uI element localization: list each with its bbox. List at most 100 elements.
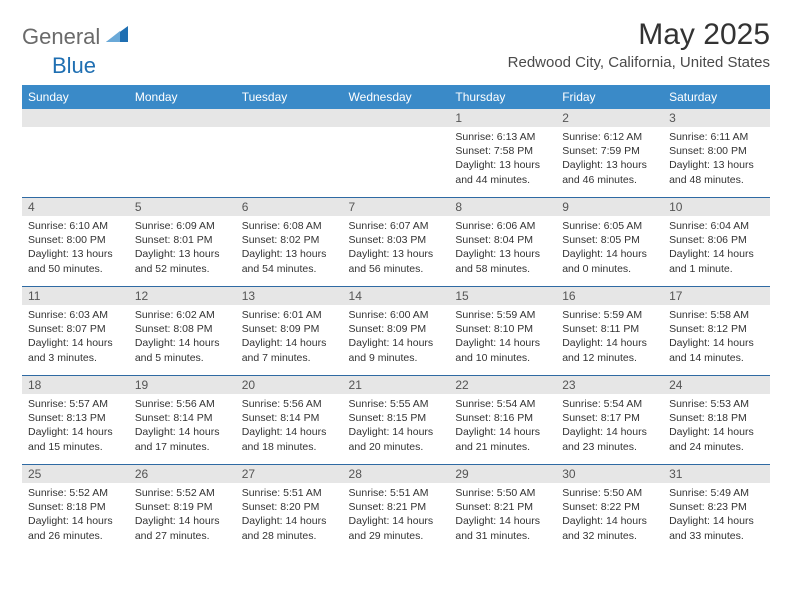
day-details: Sunrise: 6:08 AMSunset: 8:02 PMDaylight:…: [236, 216, 343, 280]
sunset-line: Sunset: 8:14 PM: [135, 411, 230, 425]
sunrise-line: Sunrise: 5:57 AM: [28, 397, 123, 411]
sunset-line: Sunset: 8:21 PM: [349, 500, 444, 514]
day-details: Sunrise: 6:01 AMSunset: 8:09 PMDaylight:…: [236, 305, 343, 369]
daylight-line: Daylight: 14 hours and 7 minutes.: [242, 336, 337, 364]
calendar-cell: 23Sunrise: 5:54 AMSunset: 8:17 PMDayligh…: [556, 376, 663, 465]
sunrise-line: Sunrise: 6:08 AM: [242, 219, 337, 233]
weekday-header: Tuesday: [236, 85, 343, 109]
calendar-cell: 18Sunrise: 5:57 AMSunset: 8:13 PMDayligh…: [22, 376, 129, 465]
day-details: Sunrise: 5:59 AMSunset: 8:11 PMDaylight:…: [556, 305, 663, 369]
sunrise-line: Sunrise: 5:54 AM: [455, 397, 550, 411]
day-number: 13: [236, 287, 343, 305]
day-details: Sunrise: 5:50 AMSunset: 8:22 PMDaylight:…: [556, 483, 663, 547]
calendar-body: 1Sunrise: 6:13 AMSunset: 7:58 PMDaylight…: [22, 109, 770, 553]
daylight-line: Daylight: 14 hours and 28 minutes.: [242, 514, 337, 542]
calendar-cell: 28Sunrise: 5:51 AMSunset: 8:21 PMDayligh…: [343, 465, 450, 554]
day-number: 16: [556, 287, 663, 305]
sunset-line: Sunset: 8:14 PM: [242, 411, 337, 425]
sunset-line: Sunset: 8:16 PM: [455, 411, 550, 425]
sunset-line: Sunset: 8:06 PM: [669, 233, 764, 247]
daylight-line: Daylight: 14 hours and 14 minutes.: [669, 336, 764, 364]
weekday-header: Friday: [556, 85, 663, 109]
sunrise-line: Sunrise: 5:58 AM: [669, 308, 764, 322]
sunrise-line: Sunrise: 6:00 AM: [349, 308, 444, 322]
day-number: 20: [236, 376, 343, 394]
calendar-cell: 30Sunrise: 5:50 AMSunset: 8:22 PMDayligh…: [556, 465, 663, 554]
day-details: Sunrise: 5:55 AMSunset: 8:15 PMDaylight:…: [343, 394, 450, 458]
day-number: 3: [663, 109, 770, 127]
calendar-cell: 24Sunrise: 5:53 AMSunset: 8:18 PMDayligh…: [663, 376, 770, 465]
sunset-line: Sunset: 8:13 PM: [28, 411, 123, 425]
day-details: Sunrise: 6:02 AMSunset: 8:08 PMDaylight:…: [129, 305, 236, 369]
sunset-line: Sunset: 8:12 PM: [669, 322, 764, 336]
calendar-cell: 4Sunrise: 6:10 AMSunset: 8:00 PMDaylight…: [22, 198, 129, 287]
daylight-line: Daylight: 14 hours and 17 minutes.: [135, 425, 230, 453]
calendar-row: 25Sunrise: 5:52 AMSunset: 8:18 PMDayligh…: [22, 465, 770, 554]
calendar-cell: 31Sunrise: 5:49 AMSunset: 8:23 PMDayligh…: [663, 465, 770, 554]
weekday-header-row: SundayMondayTuesdayWednesdayThursdayFrid…: [22, 85, 770, 109]
calendar-cell: 19Sunrise: 5:56 AMSunset: 8:14 PMDayligh…: [129, 376, 236, 465]
brand-logo: General: [22, 24, 130, 50]
daylight-line: Daylight: 14 hours and 31 minutes.: [455, 514, 550, 542]
day-details: Sunrise: 6:07 AMSunset: 8:03 PMDaylight:…: [343, 216, 450, 280]
day-number: 26: [129, 465, 236, 483]
sunset-line: Sunset: 8:05 PM: [562, 233, 657, 247]
daylight-line: Daylight: 14 hours and 27 minutes.: [135, 514, 230, 542]
sunrise-line: Sunrise: 5:50 AM: [562, 486, 657, 500]
sunset-line: Sunset: 8:20 PM: [242, 500, 337, 514]
calendar-cell: 7Sunrise: 6:07 AMSunset: 8:03 PMDaylight…: [343, 198, 450, 287]
calendar-cell: 29Sunrise: 5:50 AMSunset: 8:21 PMDayligh…: [449, 465, 556, 554]
day-number: 29: [449, 465, 556, 483]
sunset-line: Sunset: 8:01 PM: [135, 233, 230, 247]
calendar-cell: 14Sunrise: 6:00 AMSunset: 8:09 PMDayligh…: [343, 287, 450, 376]
calendar-cell: 20Sunrise: 5:56 AMSunset: 8:14 PMDayligh…: [236, 376, 343, 465]
sunset-line: Sunset: 7:58 PM: [455, 144, 550, 158]
calendar-cell: [236, 109, 343, 198]
daylight-line: Daylight: 14 hours and 33 minutes.: [669, 514, 764, 542]
calendar-cell: 9Sunrise: 6:05 AMSunset: 8:05 PMDaylight…: [556, 198, 663, 287]
calendar-cell: [129, 109, 236, 198]
sunset-line: Sunset: 8:18 PM: [669, 411, 764, 425]
sunset-line: Sunset: 8:15 PM: [349, 411, 444, 425]
sunrise-line: Sunrise: 6:05 AM: [562, 219, 657, 233]
sunrise-line: Sunrise: 6:10 AM: [28, 219, 123, 233]
daylight-line: Daylight: 14 hours and 5 minutes.: [135, 336, 230, 364]
title-block: May 2025 Redwood City, California, Unite…: [508, 18, 770, 71]
daylight-line: Daylight: 14 hours and 23 minutes.: [562, 425, 657, 453]
sunset-line: Sunset: 8:07 PM: [28, 322, 123, 336]
sunrise-line: Sunrise: 5:53 AM: [669, 397, 764, 411]
weekday-header: Thursday: [449, 85, 556, 109]
calendar-cell: 25Sunrise: 5:52 AMSunset: 8:18 PMDayligh…: [22, 465, 129, 554]
empty-day-header: [343, 109, 450, 127]
brand-triangle-icon: [106, 24, 128, 47]
sunrise-line: Sunrise: 6:13 AM: [455, 130, 550, 144]
sunrise-line: Sunrise: 5:50 AM: [455, 486, 550, 500]
daylight-line: Daylight: 13 hours and 52 minutes.: [135, 247, 230, 275]
sunrise-line: Sunrise: 5:55 AM: [349, 397, 444, 411]
sunset-line: Sunset: 8:17 PM: [562, 411, 657, 425]
day-number: 11: [22, 287, 129, 305]
calendar-row: 18Sunrise: 5:57 AMSunset: 8:13 PMDayligh…: [22, 376, 770, 465]
sunrise-line: Sunrise: 5:51 AM: [349, 486, 444, 500]
daylight-line: Daylight: 13 hours and 56 minutes.: [349, 247, 444, 275]
daylight-line: Daylight: 14 hours and 3 minutes.: [28, 336, 123, 364]
calendar-cell: 6Sunrise: 6:08 AMSunset: 8:02 PMDaylight…: [236, 198, 343, 287]
brand-text-blue: Blue: [52, 53, 96, 78]
day-number: 31: [663, 465, 770, 483]
day-number: 12: [129, 287, 236, 305]
sunrise-line: Sunrise: 5:56 AM: [242, 397, 337, 411]
day-number: 22: [449, 376, 556, 394]
calendar-cell: 16Sunrise: 5:59 AMSunset: 8:11 PMDayligh…: [556, 287, 663, 376]
sunrise-line: Sunrise: 5:52 AM: [135, 486, 230, 500]
calendar-cell: 10Sunrise: 6:04 AMSunset: 8:06 PMDayligh…: [663, 198, 770, 287]
empty-day-header: [236, 109, 343, 127]
calendar-cell: 3Sunrise: 6:11 AMSunset: 8:00 PMDaylight…: [663, 109, 770, 198]
empty-day-header: [22, 109, 129, 127]
day-number: 28: [343, 465, 450, 483]
month-title: May 2025: [508, 18, 770, 52]
day-number: 9: [556, 198, 663, 216]
sunset-line: Sunset: 8:22 PM: [562, 500, 657, 514]
day-details: Sunrise: 5:52 AMSunset: 8:18 PMDaylight:…: [22, 483, 129, 547]
empty-day-header: [129, 109, 236, 127]
sunset-line: Sunset: 8:03 PM: [349, 233, 444, 247]
